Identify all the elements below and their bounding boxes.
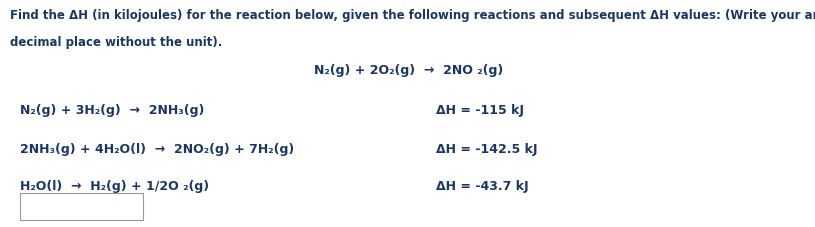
Text: Find the ΔH (in kilojoules) for the reaction below, given the following reaction: Find the ΔH (in kilojoules) for the reac… [10,9,815,22]
Text: N₂(g) + 3H₂(g)  →  2NH₃(g): N₂(g) + 3H₂(g) → 2NH₃(g) [20,103,205,116]
Text: H₂O(l)  →  H₂(g) + 1/2O ₂(g): H₂O(l) → H₂(g) + 1/2O ₂(g) [20,179,209,192]
Text: ΔH = -115 kJ: ΔH = -115 kJ [436,103,524,116]
Text: ΔH = -142.5 kJ: ΔH = -142.5 kJ [436,142,538,155]
Text: N₂(g) + 2O₂(g)  →  2NO ₂(g): N₂(g) + 2O₂(g) → 2NO ₂(g) [314,64,503,76]
Text: 2NH₃(g) + 4H₂O(l)  →  2NO₂(g) + 7H₂(g): 2NH₃(g) + 4H₂O(l) → 2NO₂(g) + 7H₂(g) [20,142,295,155]
Text: ΔH = -43.7 kJ: ΔH = -43.7 kJ [436,179,529,192]
Text: decimal place without the unit).: decimal place without the unit). [10,36,222,49]
